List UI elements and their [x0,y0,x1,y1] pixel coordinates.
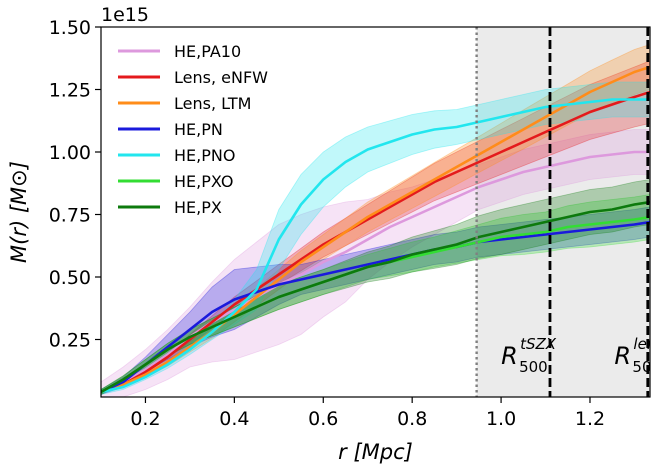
legend-label-lens-enfw: Lens, eNFW [174,68,268,87]
legend-label-he-pxo: HE,PXO [174,172,233,191]
annotation-superscript-1: lens [633,335,652,353]
x-tick-label: 0.8 [397,408,427,430]
x-tick-label: 0.6 [308,408,338,430]
band-he-pxo [101,194,650,395]
axes-frame [100,26,651,398]
legend-label-he-pno: HE,PNO [174,146,235,165]
y-tick-label: 0.75 [49,205,91,227]
x-tick-label: 1.2 [575,408,605,430]
band-he-px [101,179,650,395]
series-lines-layer [101,65,650,394]
x-axis-label: r [Mpc] [338,440,413,464]
legend-label-he-px: HE,PX [174,198,222,217]
legend-label-he-pn: HE,PN [174,120,223,139]
annotation-subscript-0: 500 [519,358,548,376]
y-tick-label: 1.50 [49,17,91,39]
shaded-region-layer [476,27,650,397]
x-tick-label: 0.4 [219,408,249,430]
shaded-region [476,27,650,397]
line-he-px [101,200,650,394]
x-tick-label: 1.0 [486,408,516,430]
y-axis-offset-text: 1e15 [101,4,149,26]
radius-annotations-layer: RtSZX500Rlens500 [501,335,652,376]
radius-markers-layer [475,27,650,397]
x-tick-label: 0.2 [130,408,160,430]
y-tick-label: 1.00 [49,142,91,164]
annotation-r500-1: R [614,342,631,370]
line-he-pno [101,98,650,394]
axis-ticks-layer: 0.2 0.4 0.6 0.8 1.0 1.2 0.25 0.50 0.75 1.00 1.25 1.… [49,17,605,430]
legend-label-lens-ltm: Lens, LTM [174,94,251,113]
y-tick-label: 1.25 [49,80,91,102]
annotation-superscript-0: tSZX [520,335,557,353]
annotation-subscript-1: 500 [632,358,652,376]
line-he-pn [101,220,650,394]
line-lens-ltm [101,65,650,394]
y-tick-label: 0.25 [49,330,91,352]
legend-label-he-pa10: HE,PA10 [174,42,241,61]
y-axis-label: M(r) [M⊙] [7,161,31,263]
annotation-r500-0: R [501,342,518,370]
y-tick-label: 0.50 [49,267,91,289]
legend: HE,PA10 Lens, eNFW Lens, LTM HE,PN HE,PNO HE,… [118,42,268,217]
